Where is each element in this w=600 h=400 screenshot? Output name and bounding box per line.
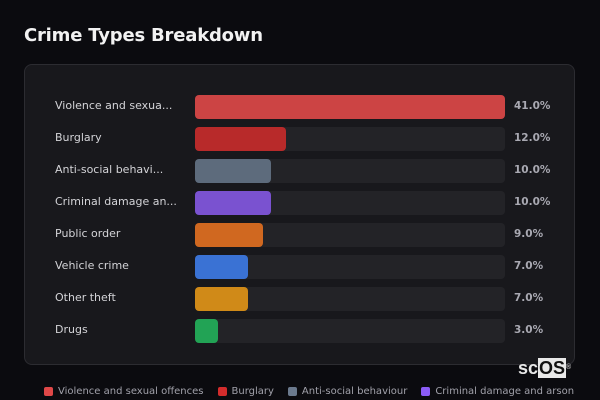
bar-track <box>195 287 505 311</box>
legend-swatch-icon <box>287 387 297 396</box>
bar-fill <box>195 95 505 119</box>
bar-label: Vehicle crime <box>55 259 129 272</box>
logo-boxed: OS <box>538 358 567 378</box>
bar-fill <box>195 319 218 343</box>
bar-value: 12.0% <box>514 132 551 144</box>
legend-swatch-icon <box>217 387 227 396</box>
bar-track <box>195 95 505 119</box>
bar-value: 7.0% <box>514 260 544 272</box>
legend-swatch-icon <box>44 387 53 396</box>
bar-label: Violence and sexua... <box>55 99 173 112</box>
bar-track <box>195 191 505 215</box>
bar-fill <box>195 127 286 151</box>
page-title: Crime Types Breakdown <box>24 25 263 46</box>
bar-row[interactable]: Violence and sexua... 41.0% <box>25 95 574 119</box>
bar-track <box>195 223 505 247</box>
legend-label: Criminal damage and arson <box>435 386 575 397</box>
bar-track <box>195 159 505 183</box>
legend-item[interactable]: Criminal damage and arson <box>421 386 574 397</box>
bar-value: 9.0% <box>514 228 544 240</box>
bar-value: 10.0% <box>514 196 551 208</box>
legend-label: Violence and sexual offences <box>58 386 204 397</box>
bar-fill <box>195 159 271 183</box>
bar-row[interactable]: Burglary 12.0% <box>25 127 574 151</box>
legend-label: Anti-social behaviour <box>301 386 408 397</box>
bar-label: Public order <box>55 227 121 240</box>
bar-track <box>195 255 505 279</box>
bar-label: Criminal damage an... <box>55 195 177 208</box>
bar-row[interactable]: Anti-social behavi... 10.0% <box>25 159 574 183</box>
bar-fill <box>195 255 248 279</box>
legend-item[interactable]: Violence and sexual offences <box>44 386 204 397</box>
chart-card: Violence and sexua... 41.0% Burglary 12.… <box>24 64 575 365</box>
bar-row[interactable]: Public order 9.0% <box>25 223 574 247</box>
bar-label: Other theft <box>55 291 116 304</box>
bar-row[interactable]: Drugs 3.0% <box>25 319 574 343</box>
bar-value: 7.0% <box>514 292 544 304</box>
bar-label: Anti-social behavi... <box>55 163 164 176</box>
legend-item[interactable]: Burglary <box>217 386 274 397</box>
bar-value: 41.0% <box>514 100 551 112</box>
logo-prefix: sc <box>518 358 539 378</box>
scos-logo: scOS® <box>518 358 571 378</box>
bar-fill <box>195 287 248 311</box>
bar-value: 10.0% <box>514 164 551 176</box>
bar-label: Burglary <box>55 131 102 144</box>
legend-swatch-icon <box>421 387 431 396</box>
legend-label: Burglary <box>231 386 274 397</box>
bar-track <box>195 127 505 151</box>
chart-legend: Violence and sexual offences Burglary An… <box>44 386 574 397</box>
bar-label: Drugs <box>55 323 88 336</box>
bar-row[interactable]: Vehicle crime 7.0% <box>25 255 574 279</box>
bar-fill <box>195 191 271 215</box>
legend-item[interactable]: Anti-social behaviour <box>287 386 408 397</box>
bar-row[interactable]: Criminal damage an... 10.0% <box>25 191 574 215</box>
bar-fill <box>195 223 264 247</box>
bar-row[interactable]: Other theft 7.0% <box>25 287 574 311</box>
registered-mark: ® <box>566 364 572 371</box>
bar-value: 3.0% <box>514 324 544 336</box>
bar-track <box>195 319 505 343</box>
